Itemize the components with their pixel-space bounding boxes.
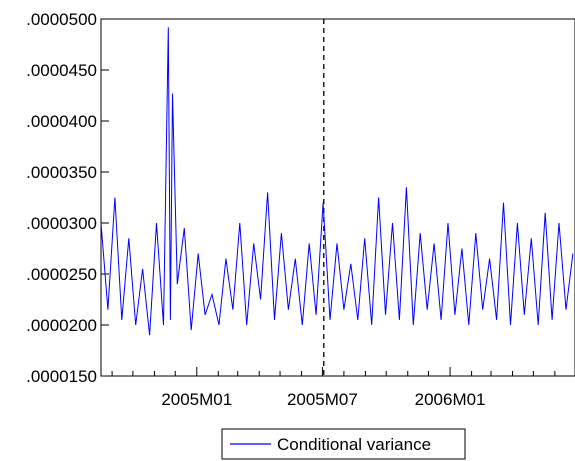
data-point — [288, 309, 289, 310]
data-point — [551, 319, 552, 320]
data-point — [302, 324, 303, 325]
data-point — [399, 319, 400, 320]
data-point — [531, 238, 532, 239]
data-point — [172, 93, 173, 94]
data-point — [246, 324, 247, 325]
data-point — [281, 233, 282, 234]
data-point — [336, 243, 337, 244]
data-point — [100, 222, 101, 223]
data-point — [168, 27, 169, 28]
data-point — [135, 324, 136, 325]
legend: Conditional variance — [221, 428, 466, 460]
data-point — [170, 319, 171, 320]
data-point — [489, 258, 490, 259]
data-point — [364, 238, 365, 239]
data-point — [392, 222, 393, 223]
data-point — [316, 314, 317, 315]
data-point — [274, 319, 275, 320]
data-point — [225, 258, 226, 259]
y-tick-label: .0000400 — [26, 112, 97, 131]
data-point — [343, 309, 344, 310]
data-point — [329, 319, 330, 320]
legend-label-conditional-variance: Conditional variance — [277, 435, 431, 454]
data-point — [538, 324, 539, 325]
data-point — [191, 330, 192, 331]
data-point — [211, 294, 212, 295]
data-point — [184, 228, 185, 229]
data-point — [482, 309, 483, 310]
data-point — [558, 222, 559, 223]
data-point — [440, 319, 441, 320]
data-point — [427, 309, 428, 310]
data-point — [510, 324, 511, 325]
y-tick-label: .0000450 — [26, 61, 97, 80]
y-tick-label: .0000150 — [26, 367, 97, 386]
data-point — [572, 253, 573, 254]
data-point — [156, 222, 157, 223]
plot-frame — [100, 18, 575, 377]
data-point — [267, 192, 268, 193]
data-point — [517, 222, 518, 223]
data-point — [322, 202, 323, 203]
data-point — [385, 314, 386, 315]
data-point — [371, 324, 372, 325]
data-point — [253, 243, 254, 244]
y-tick-label: .0000250 — [26, 265, 97, 284]
y-tick-label: .0000200 — [26, 316, 97, 335]
y-tick-label: .0000300 — [26, 214, 97, 233]
y-tick-label: .0000500 — [26, 10, 97, 29]
data-point — [350, 263, 351, 264]
data-point — [524, 314, 525, 315]
data-point — [142, 268, 143, 269]
x-axis: 2005M01 2005M07 2006M01 — [111, 367, 556, 409]
data-point — [378, 197, 379, 198]
data-point — [545, 212, 546, 213]
data-point — [121, 319, 122, 320]
data-point — [357, 319, 358, 320]
data-point — [434, 243, 435, 244]
data-point — [204, 314, 205, 315]
data-point — [177, 284, 178, 285]
y-tick-label: .0000350 — [26, 163, 97, 182]
data-point — [503, 202, 504, 203]
data-point — [447, 222, 448, 223]
data-point — [232, 309, 233, 310]
data-point — [420, 233, 421, 234]
x-tick-label: 2006M01 — [415, 390, 486, 409]
data-point — [295, 258, 296, 259]
data-point — [239, 222, 240, 223]
data-point — [114, 197, 115, 198]
data-point — [198, 253, 199, 254]
data-point — [454, 314, 455, 315]
data-point — [260, 299, 261, 300]
data-point — [413, 324, 414, 325]
data-point — [128, 238, 129, 239]
data-point — [475, 233, 476, 234]
data-point — [565, 309, 566, 310]
data-point — [107, 309, 108, 310]
data-point — [309, 243, 310, 244]
data-point — [461, 248, 462, 249]
data-point — [468, 324, 469, 325]
data-point — [163, 324, 164, 325]
data-point — [149, 335, 150, 336]
data-point — [218, 324, 219, 325]
y-axis: .0000150 .0000200 .0000250 .0000300 .0000350… — [26, 10, 109, 386]
data-point — [406, 187, 407, 188]
series-line-conditional-variance — [100, 27, 574, 336]
data-point — [496, 319, 497, 320]
x-tick-label: 2005M01 — [161, 390, 232, 409]
x-tick-label: 2005M07 — [287, 390, 358, 409]
